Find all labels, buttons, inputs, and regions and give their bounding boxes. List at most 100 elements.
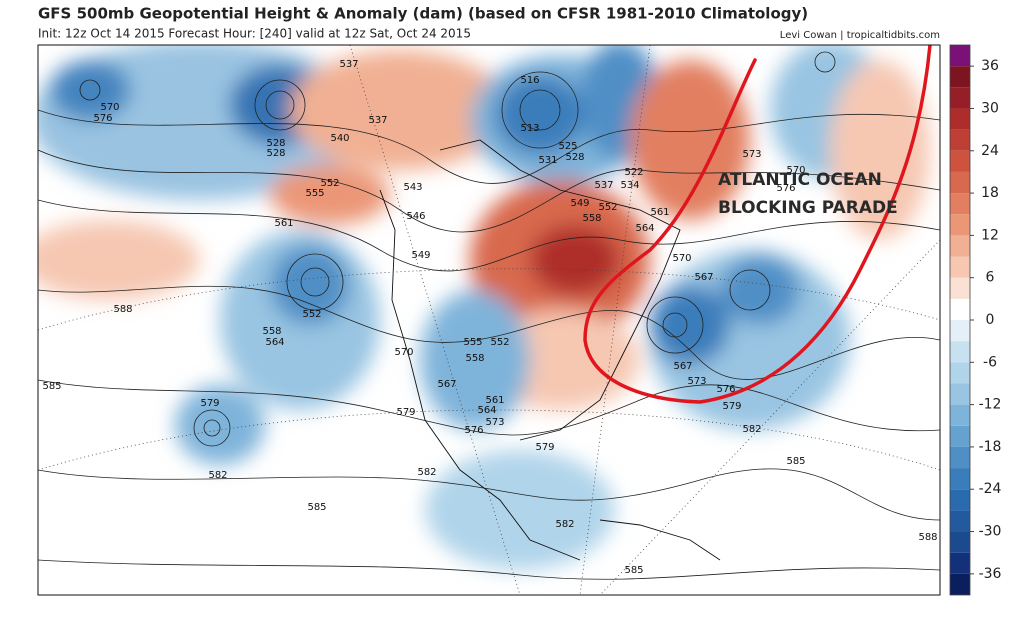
- color-block: [950, 129, 970, 151]
- contour-label: 549: [411, 250, 430, 261]
- color-block: [950, 425, 970, 447]
- contour-labels: 537 516 570 576 537 540 513 525 528 528 …: [42, 59, 937, 576]
- annotation-drawing: [583, 45, 932, 404]
- anomaly-shading: [38, 45, 930, 570]
- contour-label: 525: [558, 141, 577, 152]
- map-subtitle: Init: 12z Oct 14 2015 Forecast Hour: [24…: [38, 27, 471, 41]
- credit: Levi Cowan | tropicaltidbits.com: [780, 30, 940, 41]
- contour-label: 534: [620, 180, 639, 191]
- map-frame: [37, 44, 941, 596]
- contour-label: 552: [598, 202, 617, 213]
- color-block: [950, 277, 970, 299]
- contour-label: 552: [302, 309, 321, 320]
- colorbar-tick-label: -36: [979, 566, 1002, 582]
- contour-label: 573: [742, 149, 761, 160]
- coastlines: [379, 139, 721, 561]
- color-block: [950, 45, 970, 67]
- contour-label: 513: [520, 123, 539, 134]
- annotation: BLOCKING PARADE: [718, 198, 898, 218]
- colorbar-tick-label: -18: [979, 439, 1002, 455]
- contour-label: 564: [635, 223, 654, 234]
- contour-label: 537: [594, 180, 613, 191]
- contour-label: 546: [406, 211, 425, 222]
- contour-label: 570: [786, 165, 805, 176]
- colorbar-tick-label: 12: [981, 227, 999, 243]
- contour-label: 564: [477, 405, 496, 416]
- contour-label: 558: [262, 326, 281, 337]
- contour-label: 579: [200, 398, 219, 409]
- color-block: [950, 150, 970, 172]
- color-block: [950, 404, 970, 426]
- color-block: [950, 573, 970, 595]
- colorbar-tick-label: -12: [979, 397, 1002, 413]
- contour-label: 585: [624, 565, 643, 576]
- color-block: [950, 66, 970, 88]
- color-block: [950, 510, 970, 532]
- contour-label: 576: [716, 384, 735, 395]
- colorbar-tick-label: -6: [983, 354, 997, 370]
- colorbar-tick-label: 6: [986, 270, 995, 286]
- contour-label: 585: [42, 381, 61, 392]
- contour-label: 576: [93, 113, 112, 124]
- contour-label: 537: [339, 59, 358, 70]
- color-block: [950, 468, 970, 490]
- contour-label: 585: [786, 456, 805, 467]
- contour-label: 588: [918, 532, 937, 543]
- color-block: [950, 214, 970, 236]
- color-block: [950, 320, 970, 342]
- contour-label: 558: [465, 353, 484, 364]
- colorbar-tick-label: 0: [986, 312, 995, 328]
- colorbar-tick-label: 18: [981, 185, 999, 201]
- contour-label: 552: [320, 178, 339, 189]
- contour-label: 567: [673, 361, 692, 372]
- contour-label: 582: [742, 424, 761, 435]
- contour-label: 579: [722, 401, 741, 412]
- graticule: [38, 45, 940, 595]
- contour-label: 576: [464, 425, 483, 436]
- contour-label: 552: [490, 337, 509, 348]
- color-block: [950, 171, 970, 194]
- contour-label: 528: [266, 138, 285, 149]
- color-block: [950, 552, 970, 574]
- contour-label: 555: [463, 337, 482, 348]
- contour-label: 561: [274, 218, 293, 229]
- map-title: GFS 500mb Geopotential Height & Anomaly …: [38, 5, 808, 23]
- contour-label: 573: [687, 376, 706, 387]
- contour-label: 555: [305, 188, 324, 199]
- color-block: [950, 235, 970, 257]
- contour-label: 579: [535, 442, 554, 453]
- color-block: [950, 256, 970, 278]
- color-block: [950, 341, 970, 363]
- contour-label: 567: [437, 379, 456, 390]
- contour-label: 564: [265, 337, 284, 348]
- contour-label: 558: [582, 213, 601, 224]
- contour-label: 561: [485, 395, 504, 406]
- map: ATLANTIC OCEAN BLOCKING PARADE 537 516 5…: [38, 45, 940, 595]
- contour-label: 537: [368, 115, 387, 126]
- annotation: ATLANTIC OCEAN: [718, 170, 882, 190]
- contour-label: 522: [624, 167, 643, 178]
- colorbar-tick-label: -30: [979, 524, 1002, 540]
- colorbar-tick-label: 30: [981, 100, 999, 116]
- color-block: [950, 298, 970, 320]
- color-block: [950, 446, 970, 469]
- color-block: [950, 531, 970, 553]
- color-block: [950, 193, 970, 215]
- contour-label: 585: [307, 502, 326, 513]
- contour-label: 588: [113, 304, 132, 315]
- colorbar-tick-label: -24: [979, 481, 1002, 497]
- contour-label: 543: [403, 182, 422, 193]
- contour-label: 528: [266, 148, 285, 159]
- contours: [38, 51, 940, 580]
- color-block: [950, 383, 970, 405]
- contour-label: 549: [570, 198, 589, 209]
- color-block: [950, 87, 970, 109]
- contour-label: 576: [776, 183, 795, 194]
- contour-label: 582: [555, 519, 574, 530]
- color-block: [950, 362, 970, 384]
- contour-label: 582: [417, 467, 436, 478]
- contour-label: 570: [100, 102, 119, 113]
- colorbar-tick-label: 36: [981, 58, 999, 74]
- contour-label: 573: [485, 417, 504, 428]
